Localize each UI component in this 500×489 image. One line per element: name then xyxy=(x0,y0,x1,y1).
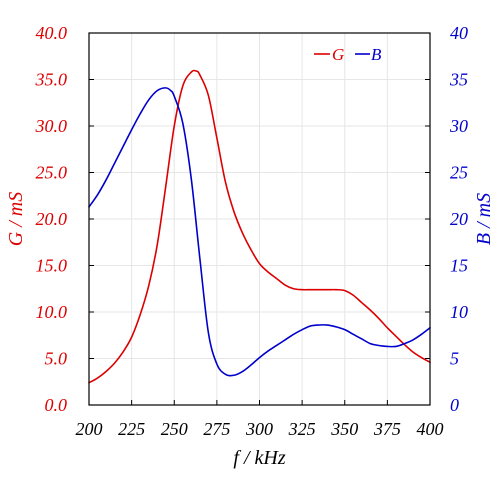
y-left-tick-label: 10.0 xyxy=(36,302,68,322)
x-tick-label: 300 xyxy=(245,419,273,439)
y-right-tick-label: 5 xyxy=(450,349,459,369)
y-left-tick-label: 25.0 xyxy=(36,163,68,183)
x-tick-label: 375 xyxy=(373,419,401,439)
y-right-tick-label: 0 xyxy=(450,395,459,415)
y-left-tick-label: 20.0 xyxy=(36,209,68,229)
x-tick-label: 200 xyxy=(76,419,103,439)
y-left-tick-label: 15.0 xyxy=(36,256,68,276)
y-left-tick-label: 5.0 xyxy=(45,349,68,369)
series-layer xyxy=(88,69,431,384)
y-right-tick-label: 25 xyxy=(450,163,468,183)
legend: G B xyxy=(314,45,382,64)
y-left-axis-ticks: 0.0 5.0 10.0 15.0 20.0 25.0 30.0 35.0 40.0 xyxy=(35,23,94,415)
y-right-tick-label: 10 xyxy=(450,302,468,322)
y-right-tick-label: 15 xyxy=(450,256,468,276)
y-right-tick-label: 35 xyxy=(449,70,468,90)
legend-label-b: B xyxy=(371,45,382,64)
series-line-b xyxy=(88,87,431,377)
y-right-tick-label: 40 xyxy=(450,23,468,43)
y-right-axis-title: B / mS xyxy=(473,193,495,245)
y-left-tick-label: 40.0 xyxy=(36,23,68,43)
legend-label-g: G xyxy=(332,45,344,64)
y-left-tick-label: 35.0 xyxy=(35,70,68,90)
y-left-axis-title: G / mS xyxy=(5,192,27,246)
y-right-tick-label: 20 xyxy=(450,209,468,229)
series-line-g xyxy=(88,69,431,384)
x-axis-title: f / kHz xyxy=(233,447,285,469)
y-left-tick-label: 0.0 xyxy=(45,395,68,415)
x-tick-label: 275 xyxy=(203,419,230,439)
y-right-tick-label: 30 xyxy=(449,116,468,136)
x-tick-label: 350 xyxy=(330,419,358,439)
y-left-tick-label: 30.0 xyxy=(35,116,68,136)
x-axis-ticks: 200 225 250 275 300 325 350 375 400 xyxy=(76,400,444,439)
y-right-axis-ticks: 0 5 10 15 20 25 30 35 40 xyxy=(425,23,468,415)
x-tick-label: 225 xyxy=(118,419,145,439)
x-tick-label: 325 xyxy=(288,419,316,439)
x-tick-label: 250 xyxy=(161,419,188,439)
x-tick-label: 400 xyxy=(417,419,444,439)
